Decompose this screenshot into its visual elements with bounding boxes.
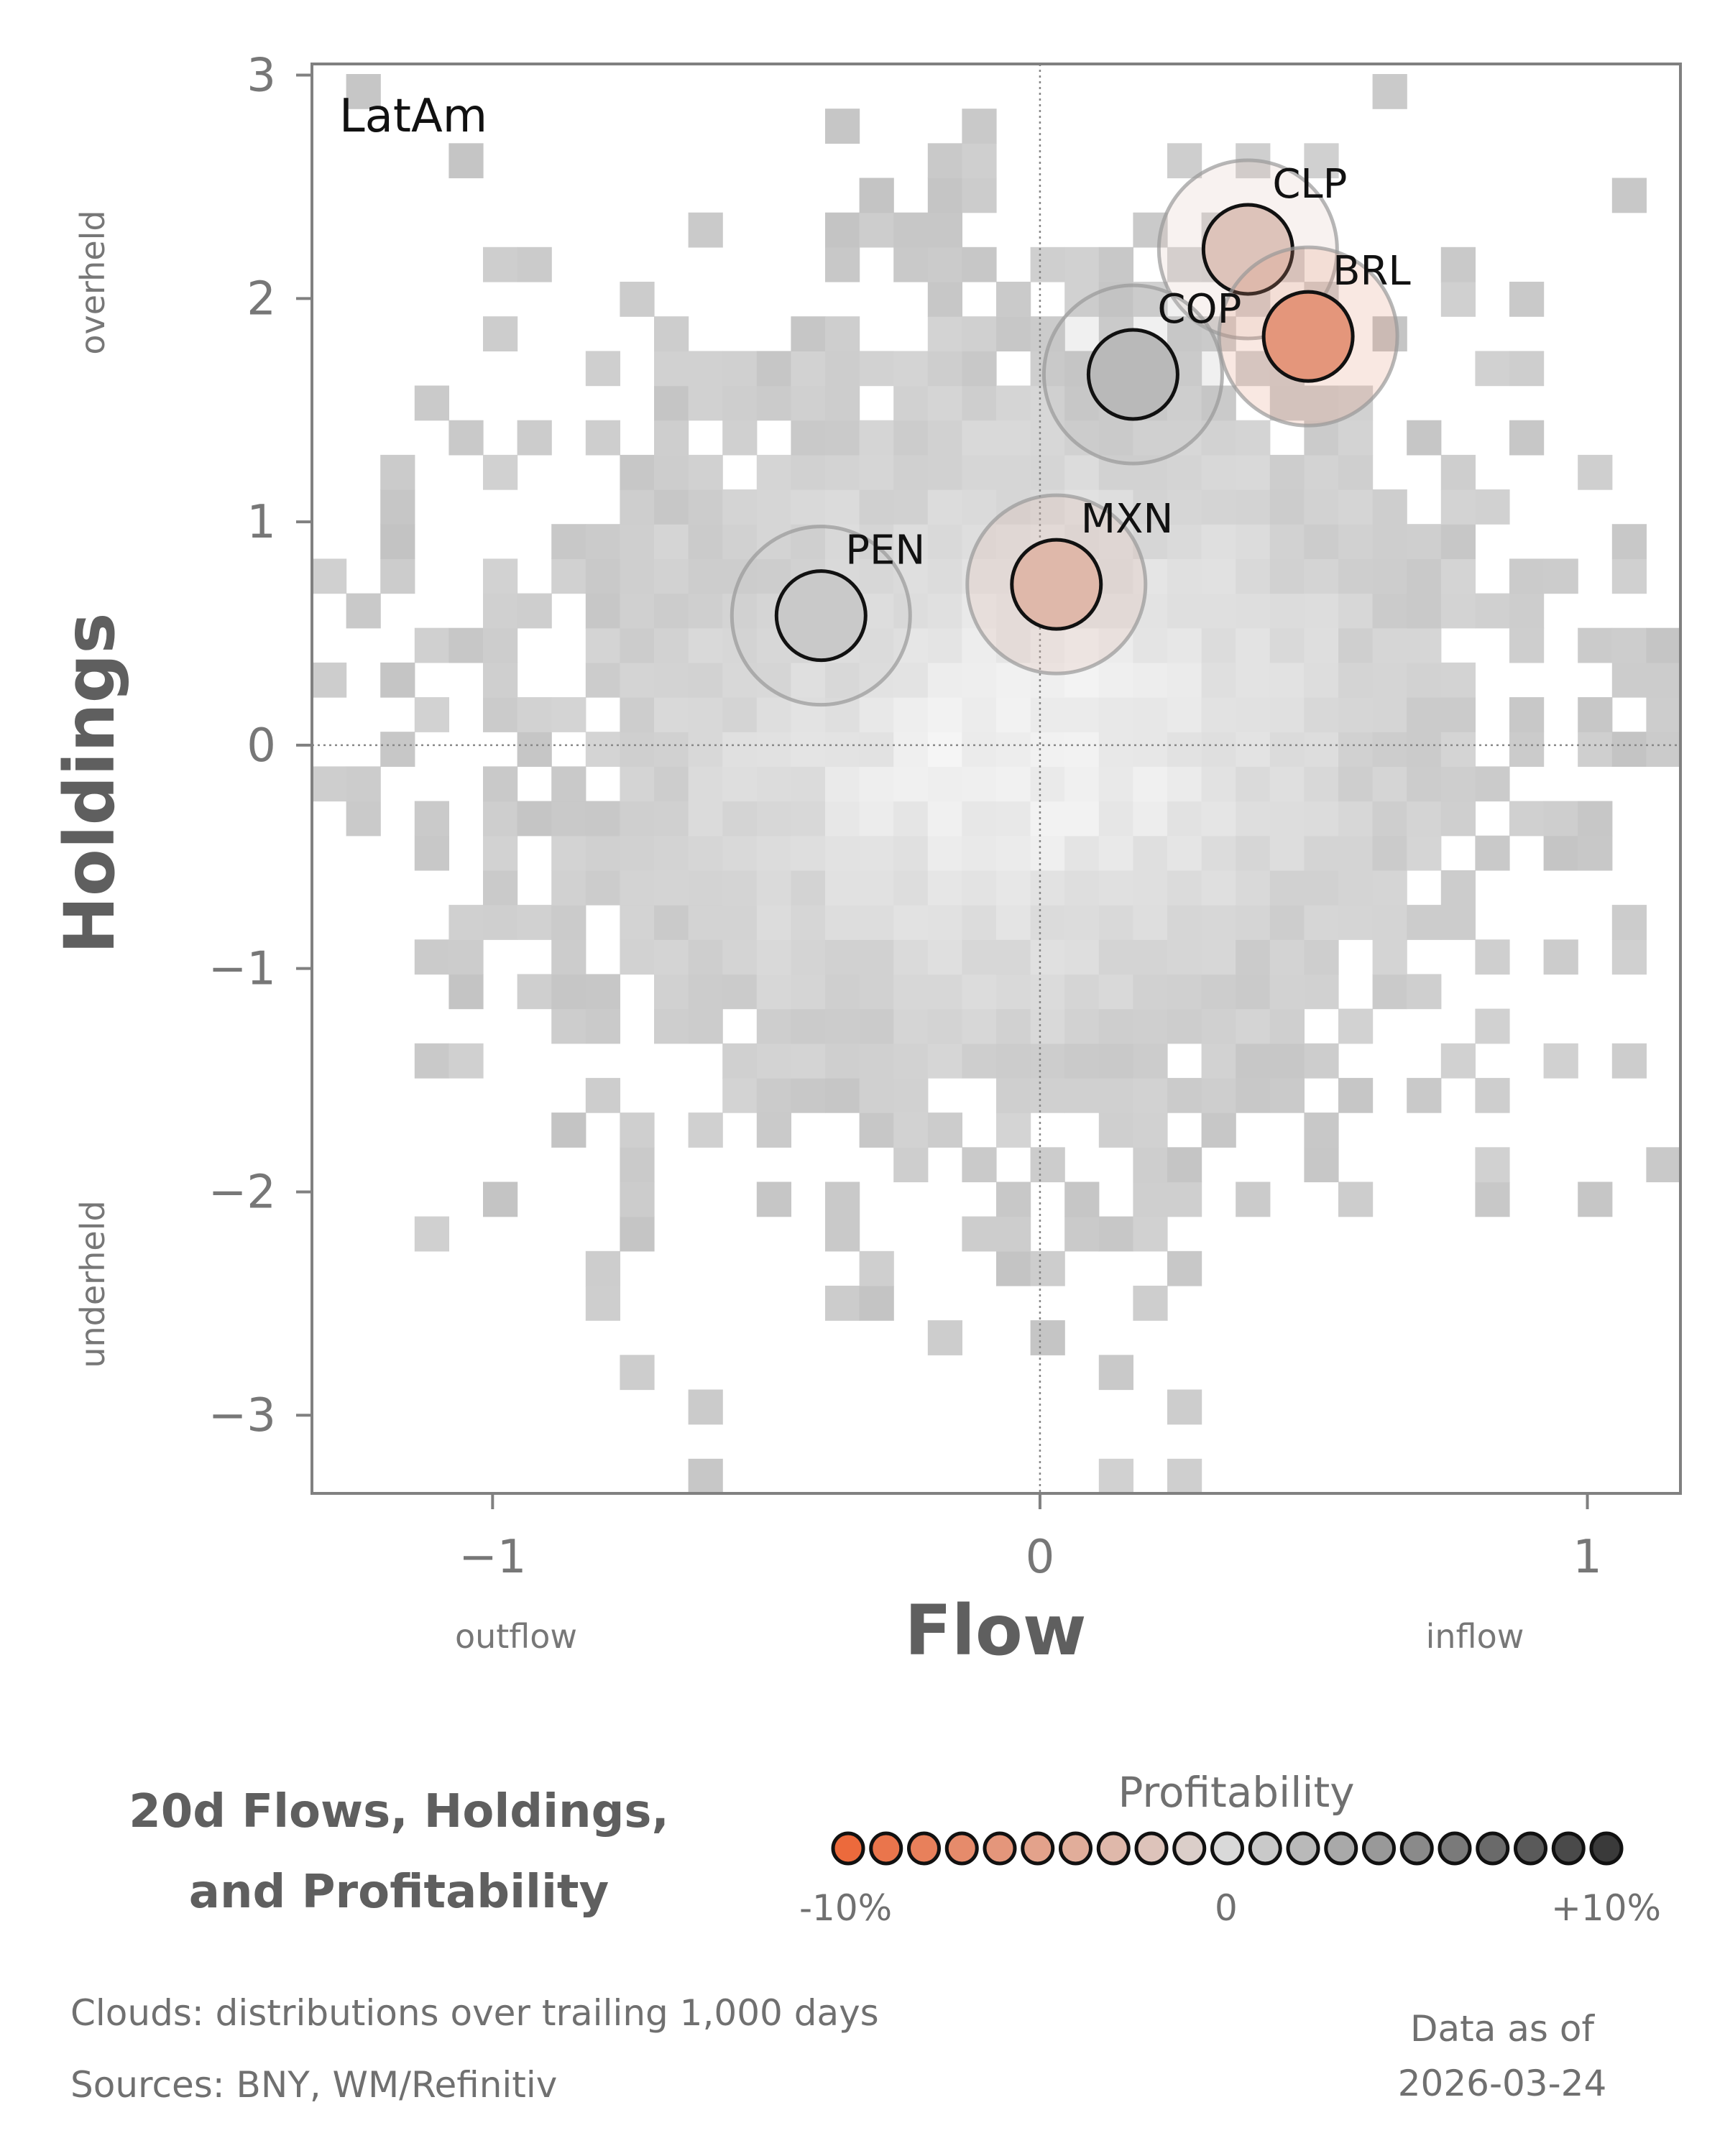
colorbar-dot bbox=[1210, 1831, 1244, 1866]
colorbar-dot bbox=[1589, 1831, 1624, 1866]
colorbar-dot bbox=[1172, 1831, 1207, 1866]
point-brl bbox=[1261, 290, 1355, 383]
x-tick-label: 0 bbox=[1026, 1531, 1055, 1584]
colorbar-dot bbox=[1021, 1831, 1055, 1866]
label-pen: PEN bbox=[845, 528, 925, 574]
x-high-label: inflow bbox=[1426, 1617, 1524, 1656]
colorbar-dot bbox=[1248, 1831, 1282, 1866]
colorbar-mid-label: 0 bbox=[1215, 1887, 1238, 1929]
point-mxn bbox=[1010, 538, 1103, 631]
y-tick-label: 1 bbox=[247, 496, 276, 549]
point-cop bbox=[1086, 328, 1179, 421]
colorbar-dot bbox=[1476, 1831, 1510, 1866]
y-tick-label: 3 bbox=[247, 50, 276, 103]
axis-ticks: 3 2 1 0 −1 −2 −3 −1 0 1 bbox=[208, 50, 1602, 1584]
reference-lines bbox=[312, 64, 1680, 1493]
y-tick-label: −2 bbox=[208, 1166, 276, 1219]
colorbar-dot bbox=[1134, 1831, 1169, 1866]
y-tick-label: 0 bbox=[247, 719, 276, 773]
colorbar-dot bbox=[1514, 1831, 1547, 1866]
histogram-cloud bbox=[312, 74, 1681, 1494]
y-tick-label: 2 bbox=[247, 272, 276, 326]
point-pen bbox=[774, 569, 868, 663]
clouds-note: Clouds: distributions over trailing 1,00… bbox=[70, 1992, 879, 2034]
date-value: 2026-03-24 bbox=[1397, 2063, 1607, 2104]
y-low-label: underheld bbox=[73, 1200, 112, 1368]
colorbar-dot bbox=[1324, 1831, 1358, 1866]
label-cop: COP bbox=[1157, 286, 1241, 333]
colorbar-dot bbox=[1362, 1831, 1396, 1866]
colorbar-dot bbox=[831, 1831, 865, 1866]
footer-title-line2: and Profitability bbox=[188, 1866, 610, 1919]
x-low-label: outflow bbox=[455, 1617, 577, 1656]
plot-frame bbox=[310, 63, 1682, 1495]
profitability-colorbar bbox=[831, 1831, 1624, 1866]
colorbar-dot bbox=[869, 1831, 903, 1866]
date-label: Data as of bbox=[1409, 2008, 1595, 2050]
label-mxn: MXN bbox=[1081, 496, 1174, 543]
x-tick-label: 1 bbox=[1573, 1531, 1602, 1584]
colorbar-dot bbox=[907, 1831, 941, 1866]
colorbar-dot bbox=[983, 1831, 1017, 1866]
colorbar-max-label: +10% bbox=[1551, 1887, 1662, 1929]
label-brl: BRL bbox=[1333, 248, 1411, 295]
y-tick-label: −1 bbox=[208, 943, 276, 996]
colorbar-min-label: -10% bbox=[799, 1887, 893, 1929]
colorbar-dot bbox=[944, 1831, 979, 1866]
footer-title-line1: 20d Flows, Holdings, bbox=[129, 1785, 669, 1838]
colorbar-dot bbox=[1096, 1831, 1131, 1866]
panel-label: LatAm bbox=[339, 90, 487, 143]
sources-note: Sources: BNY, WM/Refinitiv bbox=[70, 2064, 558, 2106]
colorbar-dot bbox=[1399, 1831, 1434, 1866]
colorbar-dot bbox=[1438, 1831, 1472, 1866]
x-axis-title: Flow bbox=[904, 1590, 1086, 1671]
colorbar-dot bbox=[1551, 1831, 1586, 1866]
y-high-label: overheld bbox=[73, 210, 112, 354]
colorbar-title: Profitability bbox=[1118, 1768, 1355, 1817]
currency-points: CLP BRL COP MXN PEN bbox=[730, 158, 1411, 707]
x-tick-label: −1 bbox=[459, 1531, 526, 1584]
label-clp: CLP bbox=[1272, 161, 1347, 208]
colorbar-dot bbox=[1059, 1831, 1092, 1866]
colorbar-dot bbox=[1286, 1831, 1320, 1866]
y-tick-label: −3 bbox=[208, 1389, 276, 1442]
y-axis-title: Holdings bbox=[50, 612, 130, 954]
